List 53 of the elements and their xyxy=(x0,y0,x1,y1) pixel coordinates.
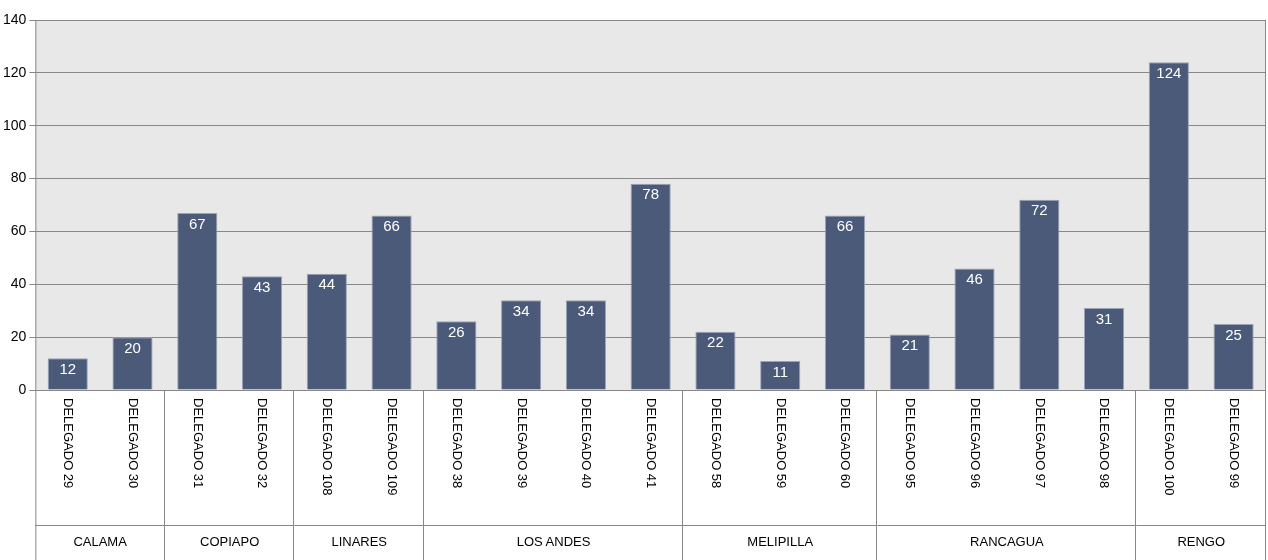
x-tick-label: DELEGADO 98 xyxy=(1097,398,1113,489)
y-tick-label: 0 xyxy=(18,380,27,397)
x-tick-label: DELEGADO 100 xyxy=(1162,398,1178,496)
x-tick-label: DELEGADO 39 xyxy=(514,398,530,489)
x-tick-label: DELEGADO 96 xyxy=(967,398,983,489)
y-tick-label: 40 xyxy=(10,275,27,292)
x-tick-label: DELEGADO 109 xyxy=(385,398,401,496)
data-label: 12 xyxy=(59,359,77,377)
data-label: 43 xyxy=(253,278,271,295)
y-tick-label: 120 xyxy=(3,63,27,80)
x-tick-label: DELEGADO 60 xyxy=(838,398,854,489)
data-label: 124 xyxy=(1156,63,1182,81)
data-label: 25 xyxy=(1225,325,1242,343)
text: COPIAPO xyxy=(200,534,260,550)
data-label: 46 xyxy=(966,270,983,288)
data-label: 44 xyxy=(318,275,336,293)
data-label: 34 xyxy=(577,301,595,319)
text: RANCAGUA xyxy=(970,534,1045,550)
x-tick-label: DELEGADO 59 xyxy=(773,398,789,489)
x-tick-label: DELEGADO 41 xyxy=(644,398,660,489)
y-tick-label: 80 xyxy=(10,169,27,186)
data-label: 67 xyxy=(188,214,206,232)
data-label: 31 xyxy=(1095,309,1113,327)
text: LOS ANDES xyxy=(516,534,591,550)
x-tick-label: DELEGADO 99 xyxy=(1227,398,1243,489)
text: RENGO xyxy=(1177,534,1226,550)
x-tick-label: DELEGADO 32 xyxy=(255,398,271,489)
x-tick-label: DELEGADO 31 xyxy=(190,398,206,489)
y-tick-label: 60 xyxy=(10,222,27,239)
x-tick-label: DELEGADO 108 xyxy=(320,398,336,496)
x-tick-label: DELEGADO 40 xyxy=(579,398,595,489)
data-label: 66 xyxy=(836,217,854,235)
data-label: 11 xyxy=(772,362,789,380)
x-tick-label: DELEGADO 58 xyxy=(708,398,724,489)
x-tick-label: DELEGADO 38 xyxy=(449,398,465,489)
data-label: 20 xyxy=(124,338,141,356)
y-tick-label: 100 xyxy=(3,116,27,133)
data-label: 66 xyxy=(383,217,400,235)
y-tick-label: 20 xyxy=(10,328,27,344)
x-tick-label: DELEGADO 97 xyxy=(1032,398,1048,489)
text: LINARES xyxy=(331,534,388,550)
data-label: 34 xyxy=(512,301,530,319)
x-tick-label: DELEGADO 29 xyxy=(61,398,77,489)
text: MELIPILLA xyxy=(747,534,814,550)
data-label: 26 xyxy=(448,322,465,340)
text: CALAMA xyxy=(73,534,128,550)
data-label: 72 xyxy=(1030,201,1048,219)
data-label: 21 xyxy=(901,336,919,354)
x-tick-label: DELEGADO 95 xyxy=(903,398,919,489)
data-label: 78 xyxy=(642,185,660,203)
x-tick-label: DELEGADO 30 xyxy=(125,398,141,489)
y-tick-label: 140 xyxy=(3,10,27,27)
data-label: 22 xyxy=(707,333,724,351)
